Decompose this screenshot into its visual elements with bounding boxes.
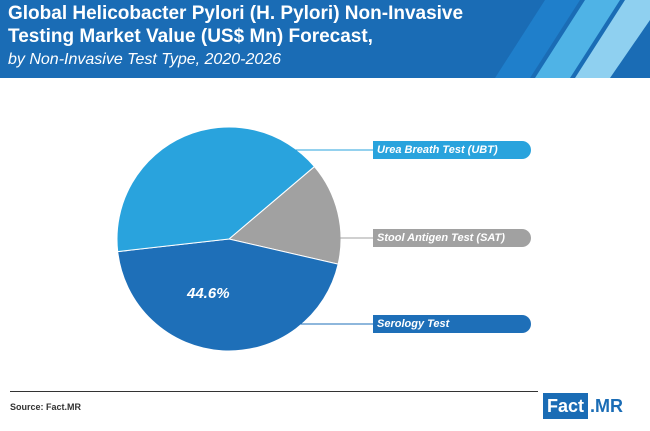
chart-header: Global Helicobacter Pylori (H. Pylori) N… xyxy=(0,0,650,78)
header-stripe-light xyxy=(575,0,650,78)
logo-fact-text: Fact xyxy=(543,393,589,419)
data-label-serology: 44.6% xyxy=(187,285,230,302)
footer-divider xyxy=(10,391,538,392)
header-stripes xyxy=(495,0,650,78)
source-note: Source: Fact.MR xyxy=(10,402,82,412)
pie-slice-sat xyxy=(227,165,342,265)
chart-title-line-1: Global Helicobacter Pylori (H. Pylori) N… xyxy=(8,3,464,24)
header-stripe-mid xyxy=(535,0,620,78)
pie-slice-ubt xyxy=(116,126,316,253)
legend-label-sat: Stool Antigen Test (SAT) xyxy=(373,229,531,247)
chart-title-line-2: Testing Market Value (US$ Mn) Forecast, xyxy=(8,26,373,47)
chart-subtitle: by Non-Invasive Test Type, 2020-2026 xyxy=(8,51,282,68)
factmr-logo: Fact .MR xyxy=(543,393,623,419)
pie-slice-serology xyxy=(117,238,339,352)
legend-label-serology: Serology Test xyxy=(373,315,531,333)
logo-mr-text: .MR xyxy=(590,396,624,416)
header-stripe-dark xyxy=(495,0,580,78)
legend-label-ubt: Urea Breath Test (UBT) xyxy=(373,141,531,159)
